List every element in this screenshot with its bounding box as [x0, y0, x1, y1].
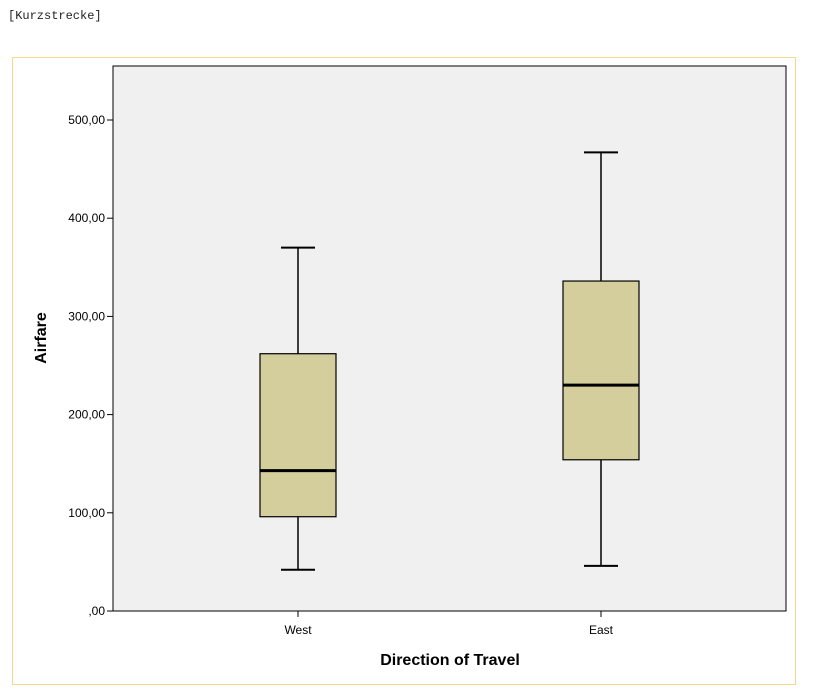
x-axis-title: Direction of Travel	[380, 652, 520, 669]
y-tick-label: 100,00	[68, 506, 105, 520]
y-tick-label: 300,00	[68, 309, 105, 323]
dataset-label: [Kurzstrecke]	[8, 9, 102, 23]
y-axis-title: Airfare	[33, 312, 50, 364]
iqr-box	[562, 280, 640, 461]
iqr-box	[259, 353, 337, 518]
y-tick-label: 500,00	[68, 113, 105, 127]
x-tick-label: East	[589, 623, 614, 637]
y-tick-label: ,00	[88, 604, 105, 618]
y-tick-label: 400,00	[68, 211, 105, 225]
box-west	[259, 246, 337, 571]
x-tick-label: West	[284, 623, 312, 637]
box-east	[562, 151, 640, 567]
y-tick-label: 200,00	[68, 408, 105, 422]
plot-area	[112, 65, 787, 612]
